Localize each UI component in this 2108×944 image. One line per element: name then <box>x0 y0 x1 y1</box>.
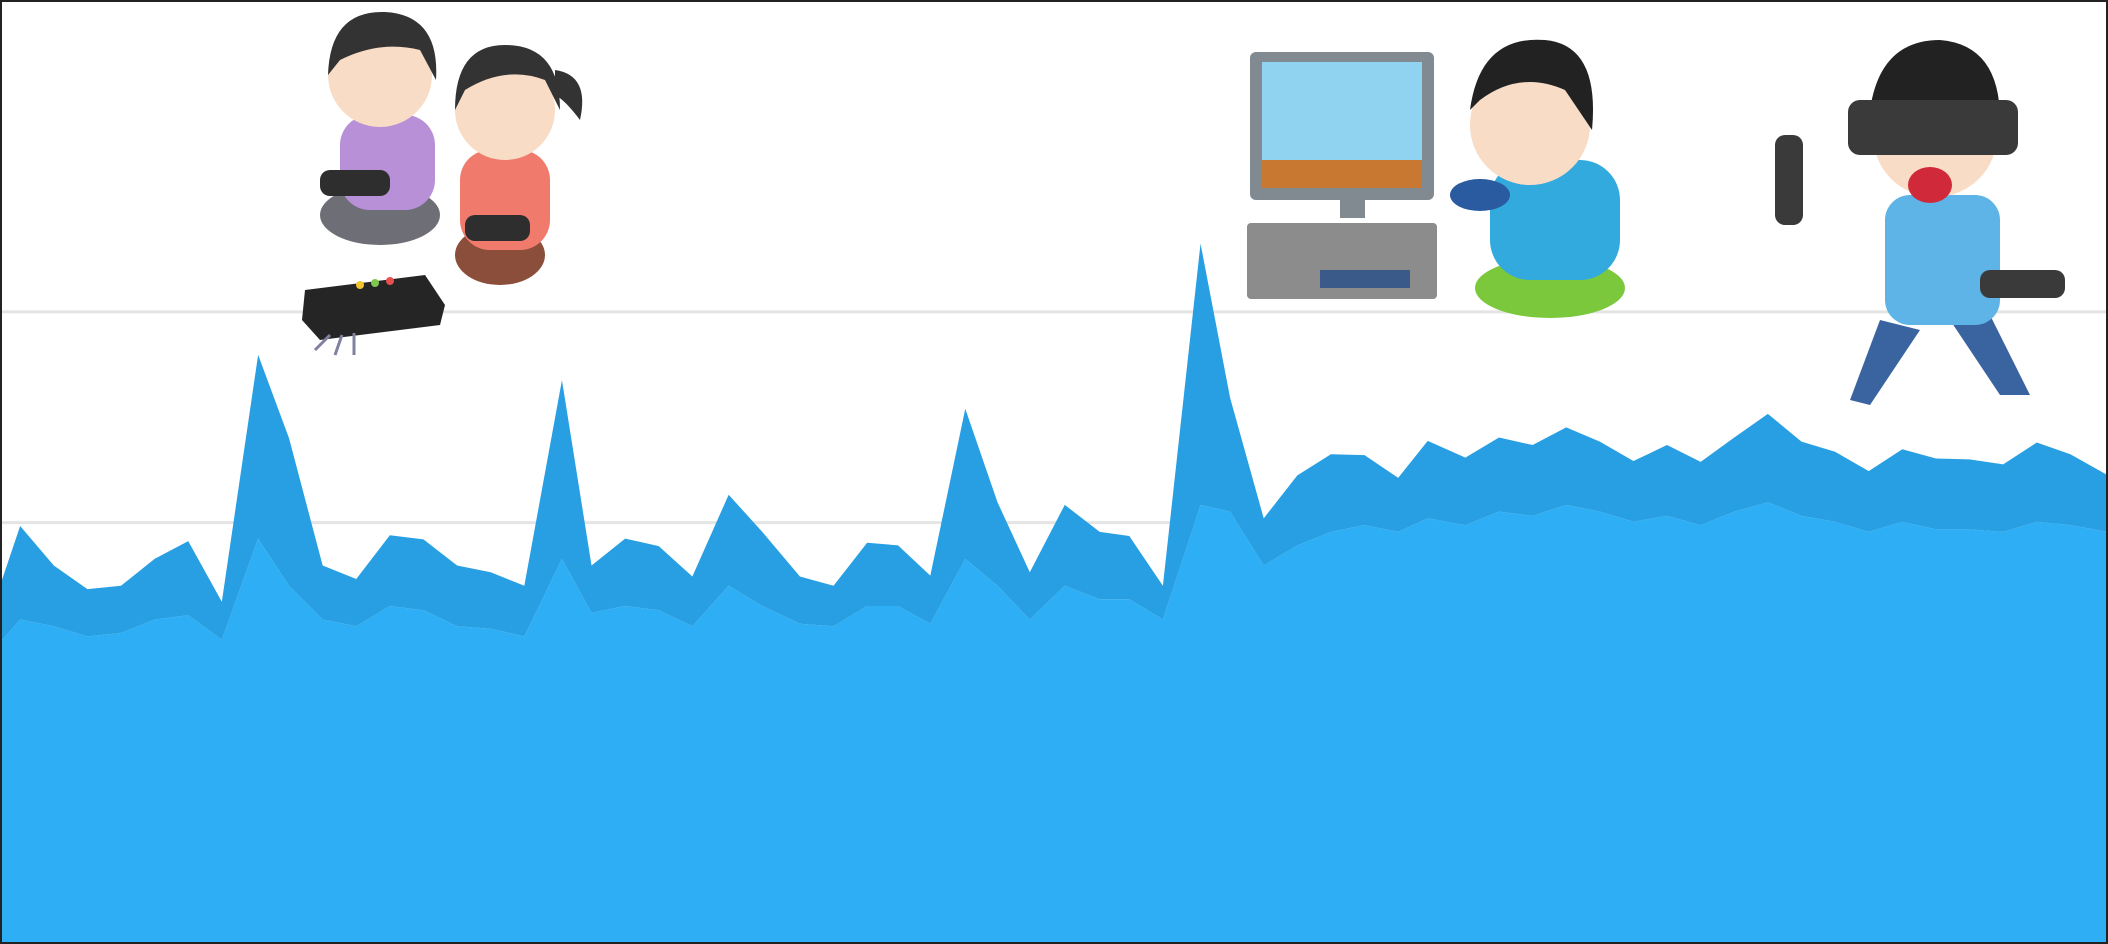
illustration-tv <box>1247 40 1625 318</box>
illustration-kids <box>302 12 582 355</box>
illustration-vr <box>1775 40 2065 405</box>
chart <box>0 0 2108 944</box>
page: {"chart_data": {"type": "area", "stacked… <box>0 0 2108 944</box>
